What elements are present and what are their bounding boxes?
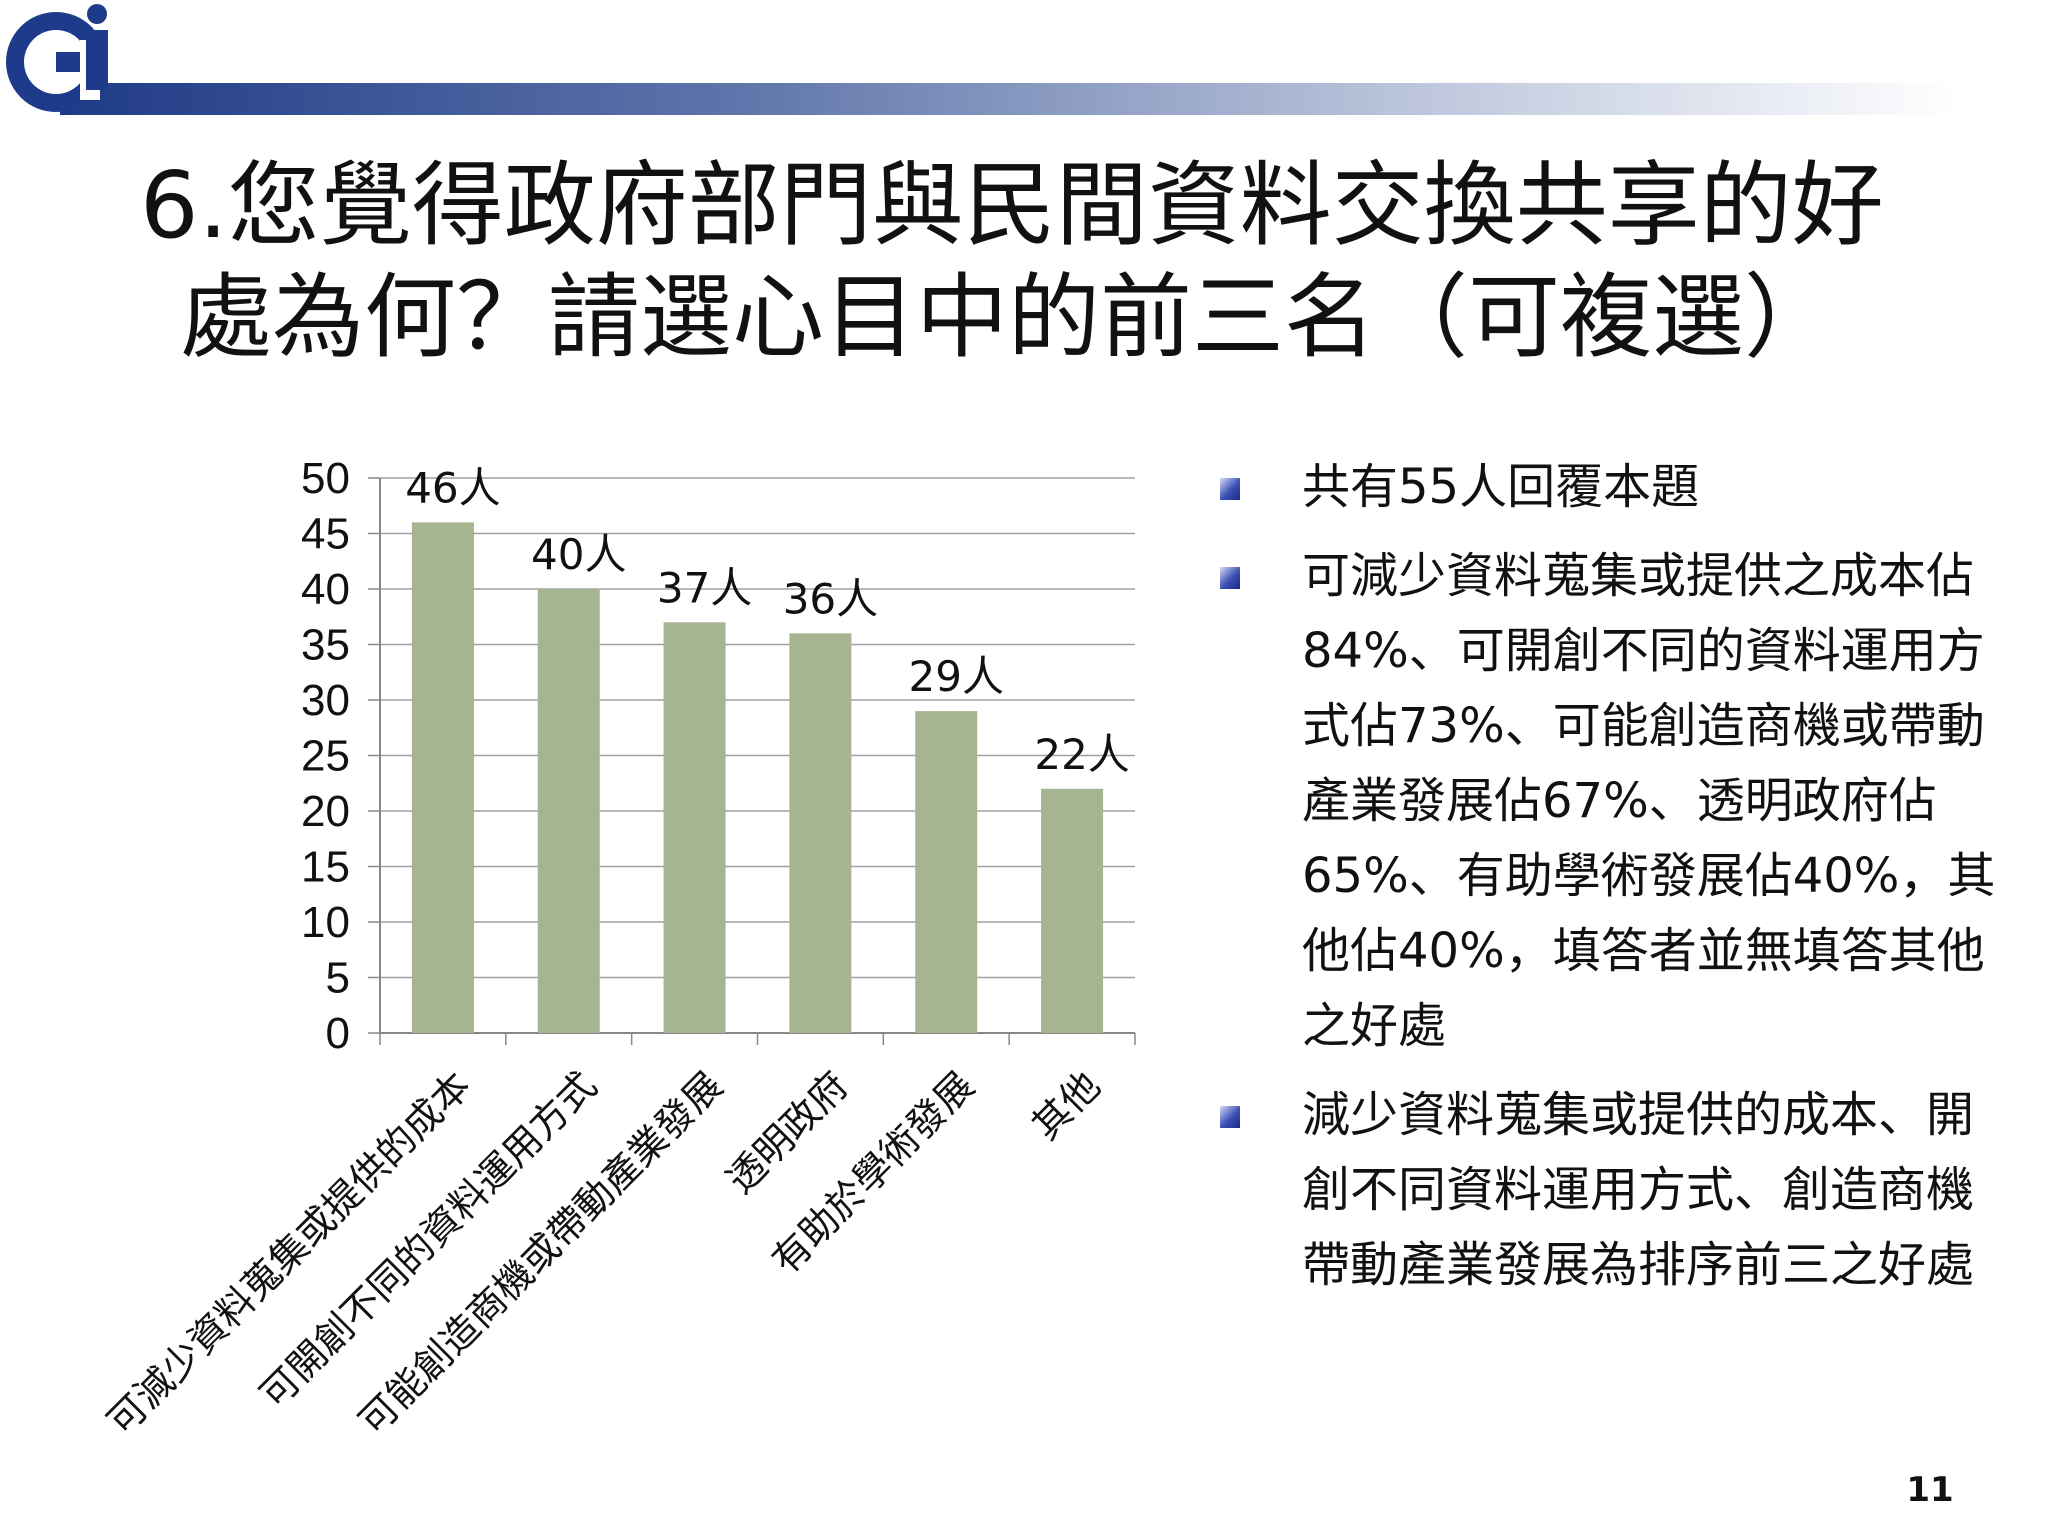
- y-tick-label: 15: [301, 843, 350, 892]
- page-number: 11: [1906, 1470, 1954, 1510]
- bar: [915, 711, 978, 1033]
- bullet-square-icon: [1220, 478, 1240, 500]
- y-tick-label: 10: [301, 898, 350, 947]
- y-tick-label: 20: [301, 787, 350, 836]
- y-tick-label: 45: [301, 510, 350, 559]
- slide-title-line-1: 6.您覺得政府部門與民間資料交換共享的好: [140, 152, 1884, 259]
- bar-data-label: 40人: [531, 530, 626, 579]
- bar-data-label: 29人: [909, 652, 1004, 701]
- bullet-item: 可減少資料蒐集或提供之成本佔84%、可開創不同的資料運用方式佔73%、可能創造商…: [1218, 539, 1998, 1064]
- bar-data-label: 46人: [405, 463, 500, 512]
- bar: [789, 633, 852, 1033]
- y-tick-label: 5: [326, 954, 350, 1003]
- category-label: 其他: [1024, 1063, 1109, 1148]
- y-tick-label: 50: [301, 454, 350, 503]
- slide-title: 6.您覺得政府部門與民間資料交換共享的好 處為何？請選心目中的前三名（可複選）: [140, 150, 1940, 374]
- bullet-item: 減少資料蒐集或提供的成本、開創不同資料運用方式、創造商機帶動產業發展為排序前三之…: [1218, 1078, 1998, 1303]
- y-tick-label: 0: [326, 1009, 350, 1058]
- summary-bullet-list: 共有55人回覆本題 可減少資料蒐集或提供之成本佔84%、可開創不同的資料運用方式…: [1218, 450, 1998, 1317]
- bullet-square-icon: [1220, 567, 1240, 589]
- bar-data-label: 36人: [783, 574, 878, 623]
- bullet-text: 共有55人回覆本題: [1302, 459, 1700, 515]
- bar: [537, 589, 600, 1033]
- bullet-text: 減少資料蒐集或提供的成本、開創不同資料運用方式、創造商機帶動產業發展為排序前三之…: [1302, 1087, 1975, 1293]
- bullet-item: 共有55人回覆本題: [1218, 450, 1998, 525]
- slide-title-line-2: 處為何？請選心目中的前三名（可複選）: [180, 264, 1837, 371]
- bullet-square-icon: [1220, 1106, 1240, 1128]
- header-gradient-bar: [60, 83, 1960, 115]
- bar: [663, 622, 726, 1033]
- y-tick-label: 35: [301, 621, 350, 670]
- bar: [411, 522, 474, 1033]
- bar-data-label: 37人: [657, 563, 752, 612]
- company-logo-icon: [6, 4, 108, 112]
- y-tick-label: 25: [301, 732, 350, 781]
- y-tick-label: 30: [301, 676, 350, 725]
- y-tick-label: 40: [301, 565, 350, 614]
- bullet-text: 可減少資料蒐集或提供之成本佔84%、可開創不同的資料運用方式佔73%、可能創造商…: [1302, 548, 1996, 1054]
- bar-data-label: 22人: [1034, 730, 1129, 779]
- bar: [1041, 788, 1104, 1033]
